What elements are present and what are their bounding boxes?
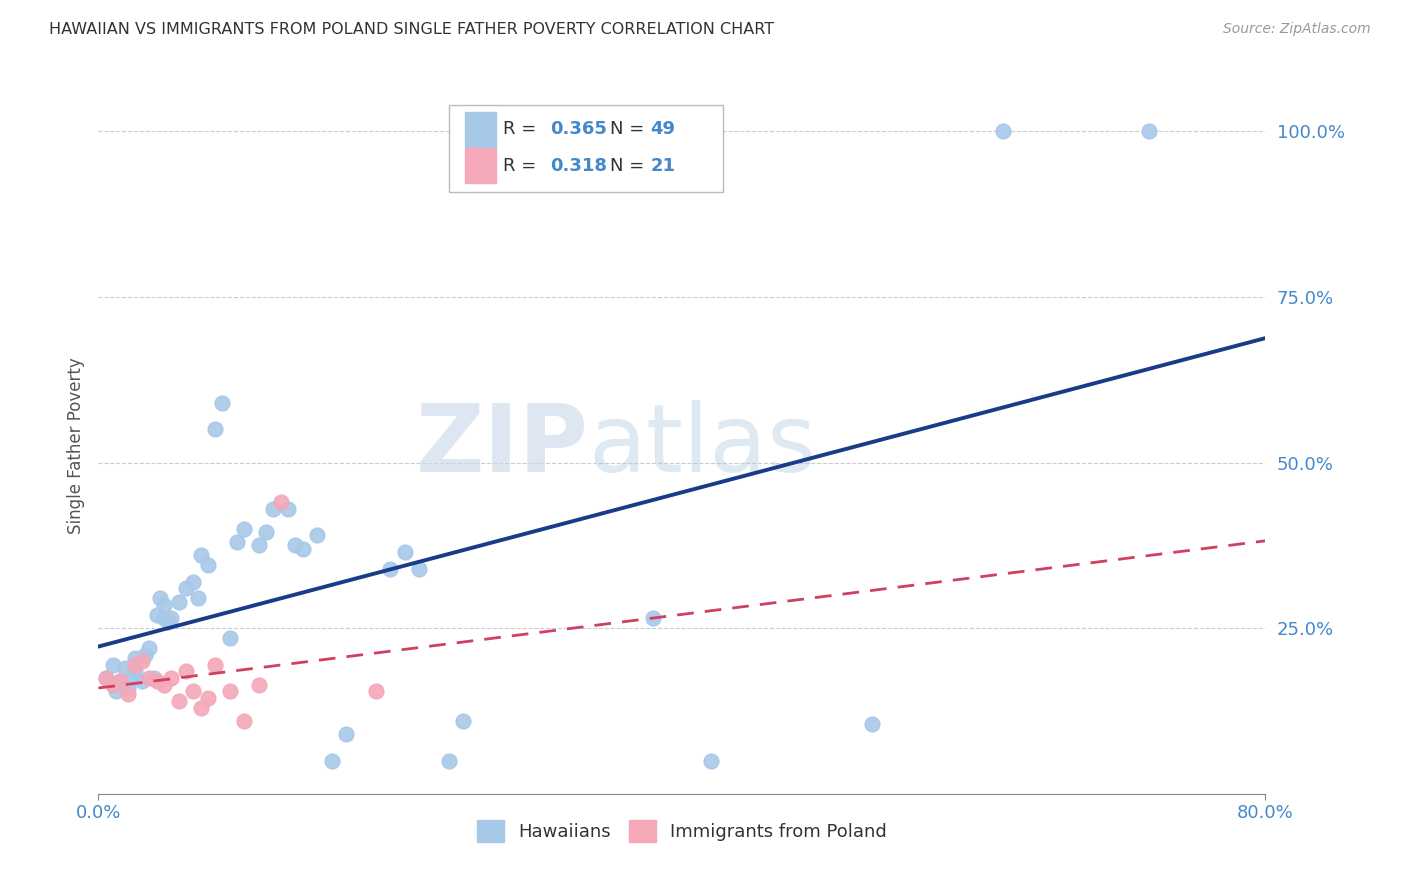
FancyBboxPatch shape <box>465 148 496 183</box>
Point <box>190 700 212 714</box>
Point <box>167 694 190 708</box>
Point <box>153 677 176 691</box>
Point <box>394 545 416 559</box>
Text: 0.365: 0.365 <box>550 120 607 138</box>
Point <box>991 124 1014 138</box>
Point <box>218 631 240 645</box>
Point <box>124 651 146 665</box>
Text: 21: 21 <box>651 157 675 175</box>
Text: Source: ZipAtlas.com: Source: ZipAtlas.com <box>1223 22 1371 37</box>
Point <box>218 684 240 698</box>
Point <box>187 591 209 606</box>
Point <box>153 598 176 612</box>
Point <box>335 727 357 741</box>
Point <box>131 654 153 668</box>
Point <box>181 574 204 589</box>
Text: N =: N = <box>610 120 650 138</box>
Point <box>270 495 292 509</box>
Point <box>149 591 172 606</box>
Point <box>146 607 169 622</box>
Point <box>101 657 124 672</box>
Text: 0.318: 0.318 <box>550 157 607 175</box>
Point <box>131 674 153 689</box>
Text: 49: 49 <box>651 120 675 138</box>
Point <box>408 561 430 575</box>
Point <box>134 648 156 662</box>
Point <box>153 611 176 625</box>
FancyBboxPatch shape <box>465 112 496 147</box>
Point <box>233 522 256 536</box>
Point <box>284 538 307 552</box>
Point <box>364 684 387 698</box>
Point <box>160 611 183 625</box>
Point <box>254 525 277 540</box>
Point <box>124 665 146 679</box>
Point <box>110 674 132 689</box>
Text: R =: R = <box>503 120 543 138</box>
Point <box>197 690 219 705</box>
Point <box>204 657 226 672</box>
Point <box>291 541 314 556</box>
Point <box>233 714 256 728</box>
FancyBboxPatch shape <box>449 105 723 192</box>
Text: N =: N = <box>610 157 650 175</box>
Point <box>321 754 343 768</box>
Point <box>146 674 169 689</box>
Point <box>860 717 883 731</box>
Point <box>181 684 204 698</box>
Point <box>174 582 197 596</box>
Point <box>160 671 183 685</box>
Point <box>437 754 460 768</box>
Point <box>157 615 180 629</box>
Point <box>120 671 142 685</box>
Point <box>167 595 190 609</box>
Legend: Hawaiians, Immigrants from Poland: Hawaiians, Immigrants from Poland <box>468 811 896 851</box>
Point <box>110 674 132 689</box>
Point <box>211 396 233 410</box>
Point <box>117 681 139 695</box>
Point <box>104 684 127 698</box>
Point <box>142 671 165 685</box>
Text: R =: R = <box>503 157 543 175</box>
Text: atlas: atlas <box>589 400 817 492</box>
Point <box>451 714 474 728</box>
Point <box>204 422 226 436</box>
Y-axis label: Single Father Poverty: Single Father Poverty <box>66 358 84 534</box>
Point <box>641 611 664 625</box>
Point <box>700 754 723 768</box>
Point <box>307 528 329 542</box>
Point <box>124 657 146 672</box>
Point <box>197 558 219 573</box>
Point <box>380 561 402 575</box>
Point <box>101 677 124 691</box>
Point <box>247 677 270 691</box>
Point <box>94 671 117 685</box>
Text: HAWAIIAN VS IMMIGRANTS FROM POLAND SINGLE FATHER POVERTY CORRELATION CHART: HAWAIIAN VS IMMIGRANTS FROM POLAND SINGL… <box>49 22 775 37</box>
Point <box>174 665 197 679</box>
Point <box>114 661 136 675</box>
Text: ZIP: ZIP <box>416 400 589 492</box>
Point <box>226 535 249 549</box>
Point <box>262 502 284 516</box>
Point <box>94 671 117 685</box>
Point <box>277 502 299 516</box>
Point <box>117 688 139 702</box>
Point <box>190 549 212 563</box>
Point <box>247 538 270 552</box>
Point <box>138 641 160 656</box>
Point <box>138 671 160 685</box>
Point <box>1137 124 1160 138</box>
